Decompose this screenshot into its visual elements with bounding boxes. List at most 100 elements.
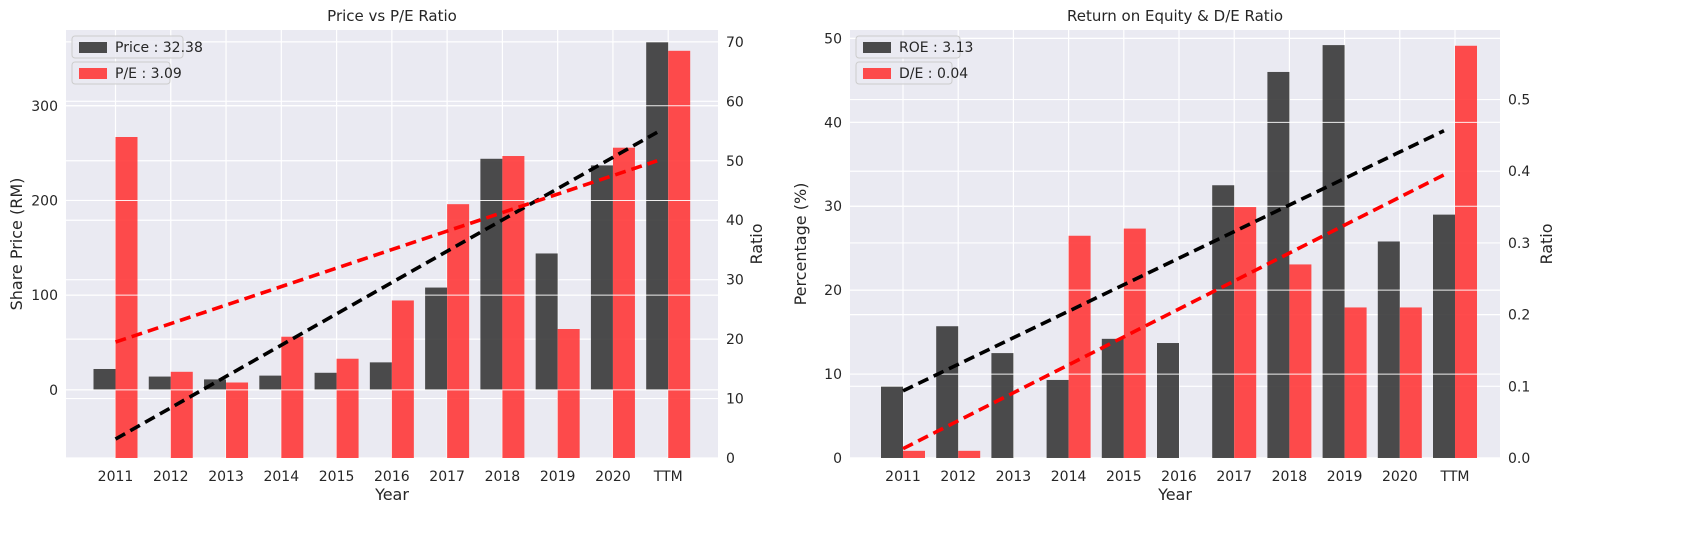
trend-line-primary <box>114 130 659 441</box>
trend-line-secondary <box>114 159 658 344</box>
y2-tick-label: 60 <box>726 94 744 110</box>
chart-title: Price vs P/E Ratio <box>327 7 457 25</box>
legend-swatch <box>863 68 891 79</box>
y2-tick-label: 0 <box>726 451 735 467</box>
y2-tick-label: 0.0 <box>1508 451 1530 467</box>
bar-primary <box>936 326 959 458</box>
x-tick-label: 2012 <box>940 469 976 485</box>
bar-secondary <box>557 329 580 458</box>
chart-2: Return on Equity & D/E Ratio 2011 2012 2013… <box>791 7 1556 504</box>
y2-tick-label: 0.4 <box>1508 164 1530 180</box>
bar-primary <box>314 372 337 390</box>
y2-tick-label: 0.1 <box>1508 379 1530 395</box>
x-tick-label: 2012 <box>153 469 189 485</box>
y2-tick-label: 0.5 <box>1508 93 1530 109</box>
bar-secondary <box>958 450 981 458</box>
bar-secondary <box>1344 307 1367 458</box>
bar-secondary <box>502 156 525 458</box>
legend-primary: Price : 32.38 <box>71 35 203 59</box>
legend-label: ROE : 3.13 <box>899 40 973 56</box>
x-tick-label: 2011 <box>98 469 134 485</box>
bar-primary <box>991 353 1014 458</box>
x-tick-label: 2016 <box>374 469 410 485</box>
x-axis-label: Year <box>374 485 409 504</box>
bars <box>881 45 1477 459</box>
bar-secondary <box>336 358 359 458</box>
bar-primary <box>646 42 669 390</box>
y2-tick-label: 40 <box>726 213 744 229</box>
y-tick-label: 30 <box>824 199 842 215</box>
bar-primary <box>259 375 282 390</box>
x-tick-label: 2013 <box>208 469 244 485</box>
x-tick-label: 2017 <box>429 469 465 485</box>
x-tick-label: 2013 <box>996 469 1032 485</box>
x-tick-label: 2015 <box>319 469 355 485</box>
y-tick-label: 300 <box>31 99 58 115</box>
x-tick-label: 2014 <box>263 469 299 485</box>
bar-primary <box>148 376 171 390</box>
y-tick-label: 100 <box>31 288 58 304</box>
bar-primary <box>480 158 503 390</box>
bar-primary <box>1157 343 1179 458</box>
y2-axis-label: Ratio <box>1537 223 1556 264</box>
legend-swatch <box>863 42 891 53</box>
y2-tick-label: 50 <box>726 154 744 170</box>
x-tick-label: 2011 <box>885 469 921 485</box>
y-tick-label: 0 <box>833 451 842 467</box>
y2-tick-label: 0.3 <box>1508 236 1530 252</box>
bar-primary <box>1377 241 1400 458</box>
bar-primary <box>881 386 903 458</box>
y2-tick-label: 20 <box>726 332 744 348</box>
chart-1: Price vs P/E Ratio 2011 2012 2013 2014 2015 20… <box>7 7 766 504</box>
x-tick-label: 2018 <box>485 469 521 485</box>
x-tick-label: 2015 <box>1106 469 1142 485</box>
bar-secondary <box>612 147 635 458</box>
bar-primary <box>535 253 558 390</box>
bar-primary <box>425 287 448 390</box>
bar-primary <box>93 368 116 390</box>
y-axis-label: Percentage (%) <box>791 183 810 306</box>
bar-secondary <box>226 382 249 458</box>
x-tick-label: 2019 <box>1327 469 1363 485</box>
y2-tick-label: 0.2 <box>1508 308 1530 324</box>
bar-secondary <box>281 336 304 458</box>
y-tick-label: 50 <box>824 31 842 47</box>
bar-secondary <box>1068 235 1091 458</box>
legend-primary: ROE : 3.13 <box>855 35 973 59</box>
bar-primary <box>590 165 613 390</box>
x-tick-label: 2019 <box>540 469 576 485</box>
bar-primary <box>1267 71 1290 458</box>
bar-primary <box>369 362 392 390</box>
y2-tick-label: 10 <box>726 392 744 408</box>
y-tick-label: 40 <box>824 115 842 131</box>
y-tick-label: 10 <box>824 367 842 383</box>
bar-primary <box>204 379 227 390</box>
bar-secondary <box>1123 228 1146 458</box>
bar-secondary <box>170 371 193 458</box>
chart-title: Return on Equity & D/E Ratio <box>1067 7 1283 25</box>
bar-secondary <box>391 300 414 458</box>
x-tick-label: 2014 <box>1051 469 1087 485</box>
legend-swatch <box>79 68 107 79</box>
x-tick-label: TTM <box>653 469 683 485</box>
bar-primary <box>1322 45 1345 458</box>
bar-secondary <box>1234 207 1257 458</box>
y-tick-label: 20 <box>824 283 842 299</box>
y2-axis-label: Ratio <box>747 223 766 264</box>
bar-secondary <box>115 137 138 458</box>
bar-primary <box>1046 379 1069 458</box>
bar-primary <box>1433 214 1455 458</box>
bar-primary <box>1212 185 1235 459</box>
legend-label: Price : 32.38 <box>115 40 203 56</box>
bar-secondary <box>1455 45 1477 459</box>
bar-secondary <box>1289 264 1312 458</box>
legend-secondary: D/E : 0.04 <box>855 61 968 85</box>
y-axis-label: Share Price (RM) <box>7 178 26 311</box>
bar-secondary <box>447 204 470 458</box>
bar-secondary <box>903 450 925 458</box>
y-tick-label: 200 <box>31 193 58 209</box>
x-tick-label: 2016 <box>1161 469 1197 485</box>
bars <box>93 42 691 459</box>
x-tick-label: 2018 <box>1272 469 1308 485</box>
x-axis-label: Year <box>1157 485 1192 504</box>
